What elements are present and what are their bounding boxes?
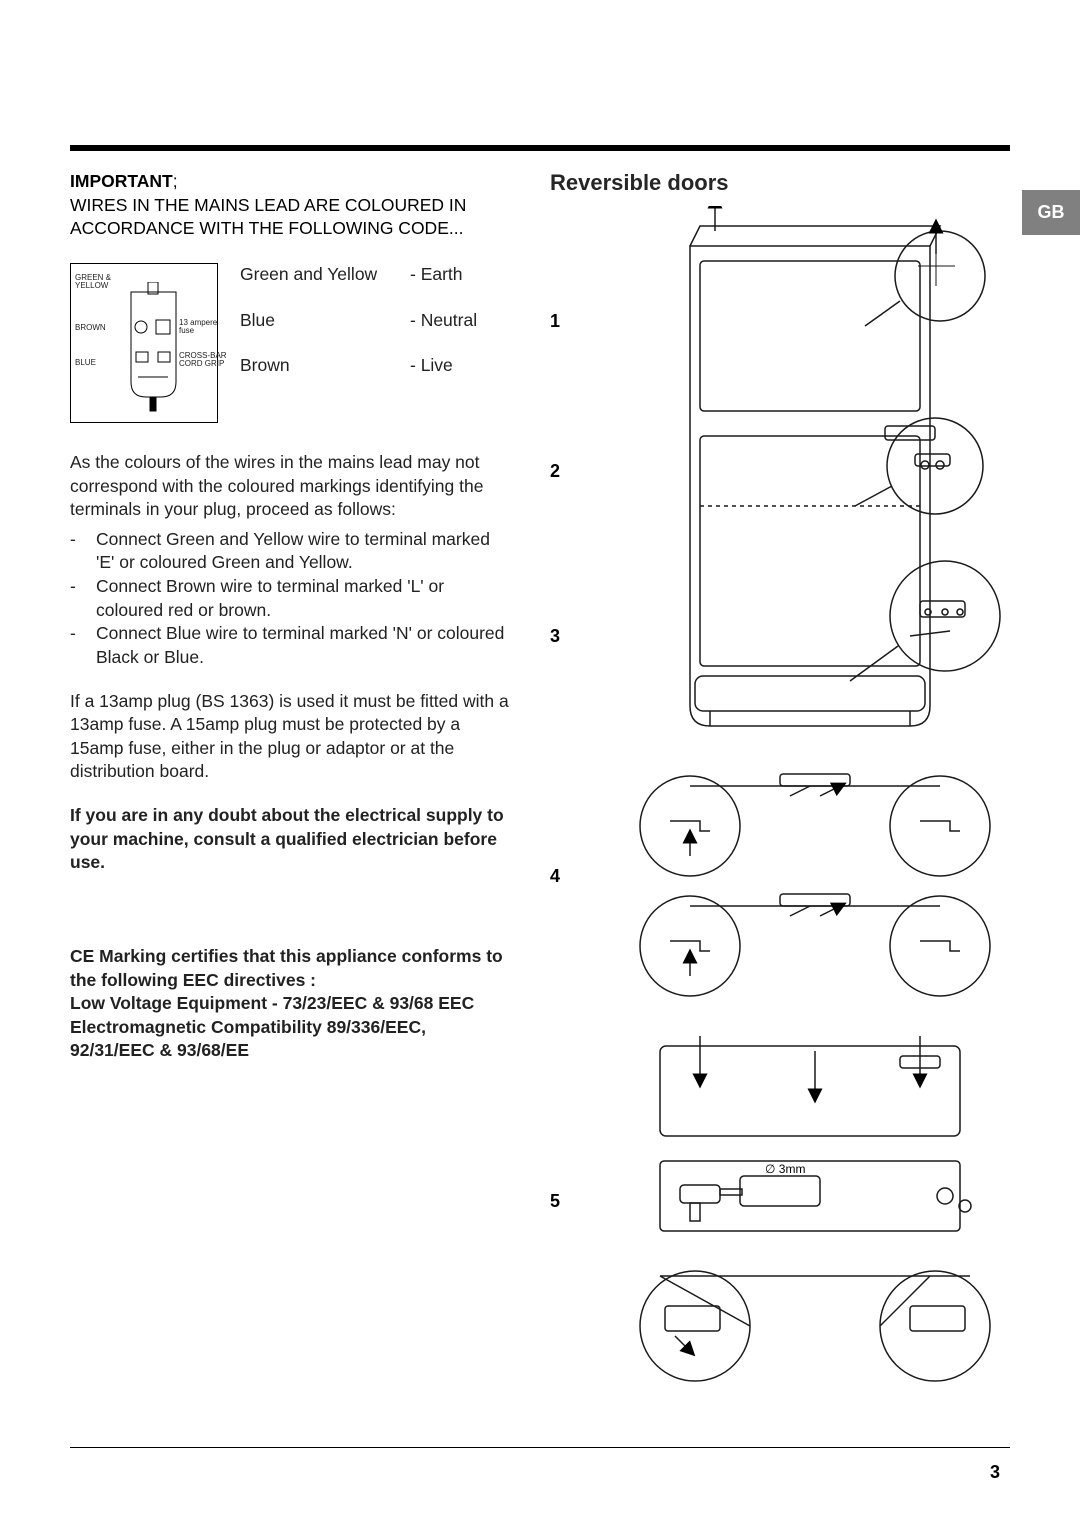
wire-row: Green and Yellow - Earth xyxy=(240,263,510,287)
wire-value: - Live xyxy=(410,354,510,378)
reversible-doors-diagram: ∅ 3mm xyxy=(600,206,1030,1436)
plug-label-blue: BLUE xyxy=(75,359,96,367)
wire-name: Brown xyxy=(240,354,410,378)
wire-name: Green and Yellow xyxy=(240,263,410,287)
plug-label-fuse: 13 ampere fuse xyxy=(179,319,229,335)
wire-value: - Neutral xyxy=(410,309,510,333)
plug-diagram: GREEN & YELLOW BROWN BLUE 13 ampere fuse… xyxy=(70,263,218,423)
doubt-paragraph: If you are in any doubt about the electr… xyxy=(70,804,510,875)
step-label-1: 1 xyxy=(550,311,560,332)
plug-label-brown: BROWN xyxy=(75,324,106,332)
wires-block: GREEN & YELLOW BROWN BLUE 13 ampere fuse… xyxy=(70,263,510,423)
bottom-rule xyxy=(70,1447,1010,1448)
plug-label-cross: CROSS-BAR CORD GRIP xyxy=(179,352,229,368)
step-label-3: 3 xyxy=(550,626,560,647)
ce-paragraph: CE Marking certifies that this appliance… xyxy=(70,945,510,1063)
drill-text: ∅ 3mm xyxy=(765,1162,805,1176)
important-block: IMPORTANT; WIRES IN THE MAINS LEAD ARE C… xyxy=(70,170,510,241)
wire-name: Blue xyxy=(240,309,410,333)
important-text: WIRES IN THE MAINS LEAD ARE COLOURED IN … xyxy=(70,195,466,239)
bullet-item: -Connect Green and Yellow wire to termin… xyxy=(70,528,510,575)
important-label: IMPORTANT xyxy=(70,171,173,191)
page-number: 3 xyxy=(990,1462,1000,1483)
wire-row: Brown - Live xyxy=(240,354,510,378)
page-content: IMPORTANT; WIRES IN THE MAINS LEAD ARE C… xyxy=(0,0,1080,1496)
left-column: IMPORTANT; WIRES IN THE MAINS LEAD ARE C… xyxy=(70,170,510,1436)
bullet-item: -Connect Blue wire to terminal marked 'N… xyxy=(70,622,510,669)
wire-value: - Earth xyxy=(410,263,510,287)
wire-row: Blue - Neutral xyxy=(240,309,510,333)
plug-label-green-yellow: GREEN & YELLOW xyxy=(75,274,115,290)
body-text: As the colours of the wires in the mains… xyxy=(70,451,510,1063)
fuse-paragraph: If a 13amp plug (BS 1363) is used it mus… xyxy=(70,690,510,785)
step-label-2: 2 xyxy=(550,461,560,482)
reversible-doors-title: Reversible doors xyxy=(550,170,1030,196)
wire-table: Green and Yellow - Earth Blue - Neutral … xyxy=(240,263,510,400)
step-label-5: 5 xyxy=(550,1191,560,1212)
diagram-area: 1 2 3 4 5 xyxy=(550,206,1030,1436)
right-column: Reversible doors 1 2 3 4 5 xyxy=(550,170,1030,1436)
plug-icon xyxy=(126,282,181,412)
lead-paragraph: As the colours of the wires in the mains… xyxy=(70,451,510,522)
bullet-item: -Connect Brown wire to terminal marked '… xyxy=(70,575,510,622)
step-label-4: 4 xyxy=(550,866,560,887)
